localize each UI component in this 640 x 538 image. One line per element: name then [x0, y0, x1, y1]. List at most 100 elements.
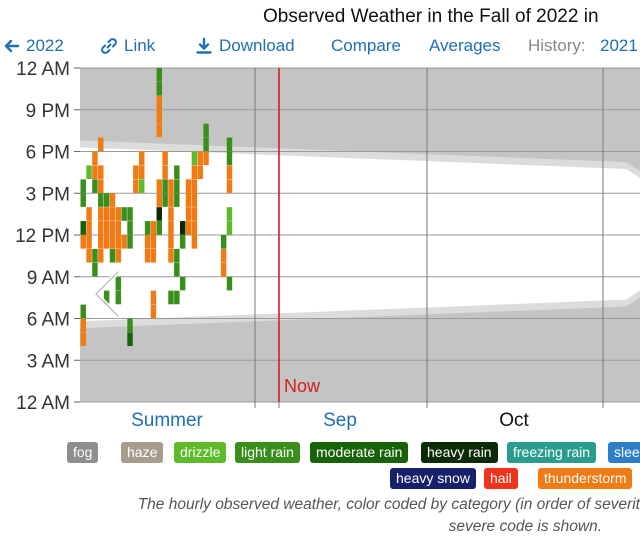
y-tick-label: 9 AM: [27, 268, 70, 289]
weather-cell-thunderstorm: [150, 221, 157, 235]
weather-cell-light-rain: [103, 193, 110, 207]
weather-cell-light-rain: [127, 221, 133, 235]
weather-cell-light-rain: [179, 235, 186, 249]
weather-cell-light-rain: [203, 123, 209, 138]
weather-cell-thunderstorm: [197, 151, 203, 166]
weather-cell-thunderstorm: [109, 235, 116, 249]
weather-cell-heavy-rain: [156, 207, 162, 221]
weather-cell-thunderstorm: [98, 179, 104, 193]
weather-cell-light-rain: [162, 193, 168, 207]
y-tick-label: 12 AM: [16, 393, 70, 414]
weather-cell-thunderstorm: [226, 179, 233, 193]
weather-cell-light-rain: [92, 248, 98, 263]
weather-cell-thunderstorm: [80, 235, 86, 249]
weather-cell-thunderstorm: [144, 235, 151, 249]
weather-cell-light-rain: [156, 221, 162, 235]
weather-cell-thunderstorm: [103, 235, 110, 249]
weather-cell-thunderstorm: [109, 221, 116, 235]
weather-cell-light-rain: [127, 207, 133, 221]
weather-cell-light-rain: [174, 165, 180, 180]
weather-cell-light-rain: [98, 193, 104, 207]
weather-cell-thunderstorm: [92, 151, 98, 166]
weather-cell-thunderstorm: [121, 235, 127, 249]
weather-cell-thunderstorm: [144, 248, 151, 263]
weather-cell-thunderstorm: [226, 165, 233, 180]
legend-chip-haze: haze: [121, 442, 164, 463]
weather-cell-light-rain: [92, 262, 98, 277]
link-button[interactable]: Link: [100, 36, 155, 56]
weather-cell-thunderstorm: [98, 248, 104, 263]
prev-year-button[interactable]: 2022: [2, 36, 64, 56]
weather-cell-thunderstorm: [139, 151, 145, 166]
chevron-left-icon: [93, 269, 121, 319]
weather-cell-thunderstorm: [109, 193, 116, 207]
chart-title: Observed Weather in the Fall of 2022 in: [263, 6, 599, 27]
averages-label: Averages: [429, 36, 501, 55]
weather-cell-thunderstorm: [80, 332, 86, 347]
legend-chip-heavy-snow: heavy snow: [390, 468, 476, 489]
weather-cell-thunderstorm: [86, 235, 92, 249]
weather-cell-thunderstorm: [191, 207, 198, 221]
weather-cell-thunderstorm: [109, 207, 116, 221]
weather-cell-light-rain: [103, 290, 110, 305]
weather-cell-thunderstorm: [185, 193, 192, 207]
caption-line-2: severe code is shown.: [448, 518, 602, 535]
x-label-summer[interactable]: Summer: [131, 410, 203, 431]
link-label: Link: [124, 36, 156, 55]
weather-cell-light-rain: [220, 235, 227, 249]
compare-label: Compare: [331, 36, 401, 55]
compare-button[interactable]: Compare: [331, 36, 401, 56]
weather-cell-light-rain: [156, 81, 162, 96]
daylight-band: [80, 147, 640, 322]
weather-cell-thunderstorm: [98, 235, 104, 249]
weather-cell-light-rain: [179, 276, 186, 291]
legend-chip-freezing-rain: freezing rain: [507, 442, 597, 463]
legend-chip-light-rain: light rain: [235, 442, 300, 463]
weather-cell-light-rain: [127, 318, 133, 333]
weather-cell-thunderstorm: [156, 109, 162, 124]
y-tick-label: 9 PM: [26, 101, 70, 122]
weather-cell-thunderstorm: [80, 318, 86, 333]
weather-cell-thunderstorm: [191, 179, 198, 193]
weather-cell-moderate-rain: [80, 221, 86, 235]
legend-chip-sleet: slee: [608, 442, 640, 463]
weather-cell-thunderstorm: [139, 165, 145, 180]
weather-cell-thunderstorm: [191, 235, 198, 249]
caption: The hourly observed weather, color coded…: [0, 494, 640, 538]
legend: fog haze drizzle light rain moderate rain hea…: [0, 442, 640, 492]
weather-cell-light-rain: [156, 68, 162, 82]
history-label: History:: [528, 36, 586, 55]
weather-cell-drizzle: [226, 207, 233, 221]
weather-cell-thunderstorm: [150, 248, 157, 263]
weather-cell-light-rain: [226, 137, 233, 152]
weather-cell-light-rain: [80, 179, 86, 193]
now-label: Now: [284, 376, 321, 396]
weather-cell-light-rain: [226, 151, 233, 166]
weather-cell-drizzle: [139, 179, 145, 193]
weather-cell-thunderstorm: [98, 221, 104, 235]
weather-cell-thunderstorm: [156, 179, 162, 193]
legend-chip-thunderstorm: thunderstorm: [538, 468, 633, 489]
weather-cell-light-rain: [115, 290, 122, 305]
weather-cell-thunderstorm: [103, 221, 110, 235]
history-year-link[interactable]: 2021: [600, 36, 638, 55]
weather-cell-thunderstorm: [150, 290, 157, 305]
chevron-left-icon-outline: [95, 271, 119, 317]
weather-cell-thunderstorm: [185, 207, 192, 221]
weather-cell-thunderstorm: [168, 235, 174, 249]
weather-cell-thunderstorm: [168, 207, 174, 221]
averages-button[interactable]: Averages: [429, 36, 501, 56]
y-tick-label: 6 AM: [27, 310, 70, 331]
weather-cell-thunderstorm: [185, 179, 192, 193]
weather-cell-thunderstorm: [168, 221, 174, 235]
x-label-sep[interactable]: Sep: [323, 410, 357, 431]
x-label-oct: Oct: [499, 410, 529, 431]
download-button[interactable]: Download: [195, 36, 295, 56]
weather-cell-heavy-rain: [179, 221, 186, 235]
weather-cell-thunderstorm: [162, 151, 168, 166]
weather-cell-thunderstorm: [133, 165, 139, 180]
weather-cell-thunderstorm: [150, 235, 157, 249]
weather-cell-thunderstorm: [168, 179, 174, 193]
weather-cell-thunderstorm: [203, 151, 209, 166]
weather-cell-light-rain: [174, 290, 180, 305]
